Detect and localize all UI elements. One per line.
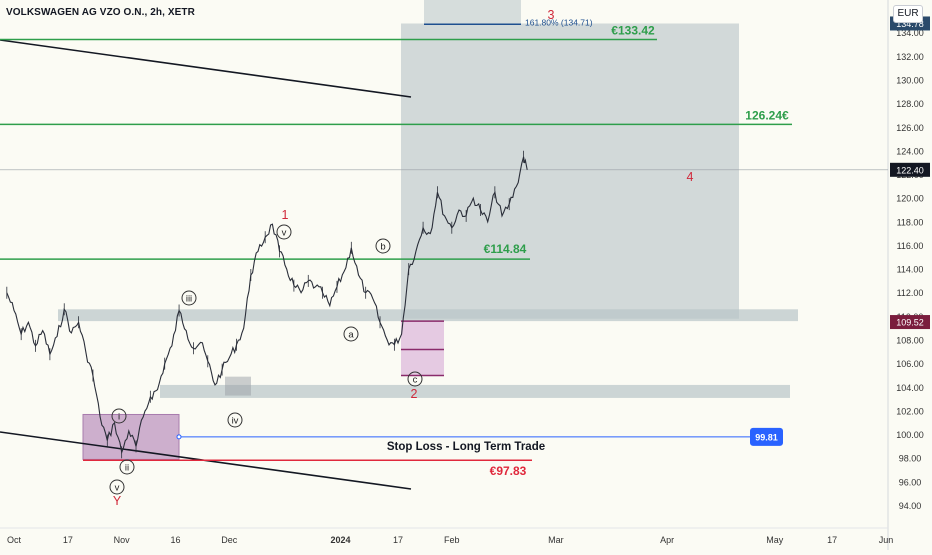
y-tick-label: 102.00 (896, 406, 924, 416)
wave-circle-label: i (118, 412, 120, 423)
wave-circle (343, 326, 359, 342)
x-tick-label: Oct (7, 535, 22, 545)
last-price-badge-label: 122.40 (896, 165, 924, 175)
wave-label: 2 (411, 387, 418, 401)
x-tick-label: Nov (114, 535, 131, 545)
wave-circle (407, 371, 423, 387)
wave-label: 4 (687, 170, 694, 184)
y-tick-label: 106.00 (896, 359, 924, 369)
y-tick-label: 134.00 (896, 28, 924, 38)
price-series-line (6, 156, 528, 455)
fib-label: 161.80% (134.71) (525, 17, 593, 27)
y-tick-label: 130.00 (896, 75, 924, 85)
x-tick-label: 2024 (331, 535, 351, 545)
stop-loss-label: Stop Loss - Long Term Trade (387, 441, 545, 453)
x-tick-label: Dec (221, 535, 238, 545)
chart-title: VOLKSWAGEN AG VZO O.N., 2h, XETR (6, 7, 195, 18)
y-tick-label: 126.00 (896, 123, 924, 133)
resistance-zone (58, 309, 798, 322)
y-tick-label: 118.00 (897, 217, 924, 227)
x-tick-label: May (766, 535, 784, 545)
upper-channel-line (0, 39, 412, 98)
y-tick-label: 100.00 (896, 430, 924, 440)
x-tick-label: Apr (660, 535, 674, 545)
wave-2-box (401, 321, 444, 376)
wave-circle (181, 290, 197, 306)
wave-circle (276, 224, 292, 240)
support-zone (160, 384, 790, 398)
y-tick-label: 112.00 (897, 288, 924, 298)
target-zone (401, 23, 739, 319)
axis-badge-label: 134.78 (896, 19, 924, 29)
wave-label: 3 (548, 8, 555, 22)
wave-circle (109, 479, 125, 495)
wave-circle-label: c (413, 375, 418, 386)
x-tick-label: Feb (444, 535, 460, 545)
stop-loss-anchor (176, 434, 182, 440)
y-tick-label: 132.00 (896, 52, 924, 62)
wave-circle (375, 238, 391, 254)
wave-circle-label: ii (125, 463, 129, 474)
wave-circle-label: b (380, 242, 385, 253)
x-tick-label: 17 (827, 535, 837, 545)
stop-loss-badge (750, 427, 783, 446)
y-tick-label: 116.00 (897, 241, 924, 251)
x-tick-label: Jun (879, 535, 894, 545)
level-label: €133.42 (611, 24, 655, 38)
y-tick-label: 124.00 (896, 146, 924, 156)
currency-button[interactable]: EUR (893, 5, 923, 23)
wave-circle (119, 459, 135, 475)
y-tick-label: 120.00 (896, 194, 924, 204)
x-tick-label: 16 (170, 535, 180, 545)
wave-label: Y (113, 494, 122, 508)
level-label: €97.83 (490, 464, 527, 478)
wave-circle (227, 412, 243, 428)
y-tick-label: 114.00 (897, 265, 924, 275)
y-tick-label: 94.00 (899, 501, 922, 511)
y-tick-label: 96.00 (899, 477, 922, 487)
wave-circle-label: iv (232, 416, 239, 427)
wave-circle-label: v (282, 228, 287, 239)
axis-badge-label: 109.52 (896, 318, 924, 328)
y-tick-label: 104.00 (896, 383, 924, 393)
stop-loss-badge-label: 99.81 (755, 432, 778, 442)
wave-y-box (82, 413, 180, 460)
wave-circle-label: v (115, 483, 120, 494)
level-label: 126.24€ (745, 108, 789, 122)
last-price-badge (890, 162, 930, 177)
y-tick-label: 108.00 (896, 336, 924, 346)
axis-badge (890, 315, 930, 330)
x-tick-label: Mar (548, 535, 564, 545)
wave-circle-label: a (348, 330, 354, 341)
wave-label: 1 (282, 208, 289, 222)
wave-circle (111, 408, 127, 424)
fib-zone-top (424, 0, 521, 24)
wave-iv-box (225, 376, 251, 396)
y-tick-label: 98.00 (899, 454, 922, 464)
y-tick-label: 128.00 (896, 99, 924, 109)
level-label: €114.84 (484, 242, 527, 256)
x-tick-label: 17 (393, 535, 403, 545)
x-tick-label: 17 (63, 535, 73, 545)
wave-circle-label: iii (186, 294, 192, 305)
